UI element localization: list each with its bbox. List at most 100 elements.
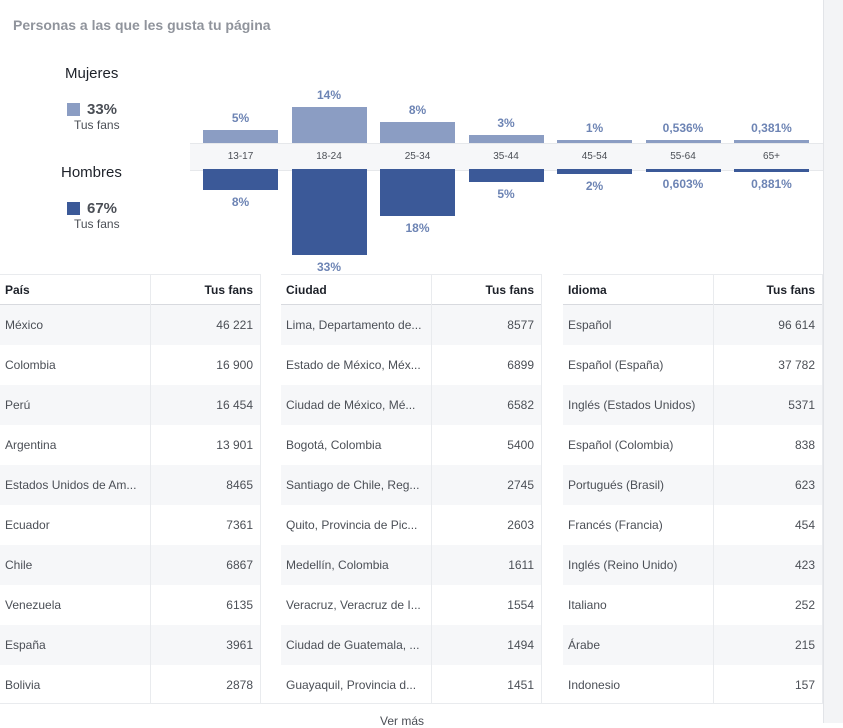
see-more-link[interactable]: Ver más: [380, 714, 425, 728]
fans-column-header[interactable]: Tus fans: [485, 283, 534, 297]
city-name-cell: Veracruz, Veracruz de I...: [286, 598, 421, 612]
women-bar[interactable]: [645, 140, 721, 143]
city-name-cell: Bogotá, Colombia: [286, 438, 382, 452]
country-name-cell: México: [5, 318, 44, 332]
table-row: Venezuela 6135: [0, 585, 261, 625]
men-pct-label: 33%: [316, 259, 342, 274]
men-sub-label: Tus fans: [74, 217, 120, 231]
fans-count-cell: 1451: [507, 678, 534, 692]
fans-count-cell: 1611: [508, 558, 534, 572]
country-name-cell: Ecuador: [5, 518, 50, 532]
women-pct-label: 0,381%: [751, 121, 792, 135]
women-bar[interactable]: [468, 135, 544, 143]
fans-count-cell: 1554: [507, 598, 534, 612]
fans-count-cell: 454: [794, 518, 815, 532]
table-row: Santiago de Chile, Reg... 2745: [281, 465, 542, 505]
men-bar[interactable]: [734, 169, 809, 172]
language-table: Idioma Tus fans Español 96 614 Español (Espa…: [563, 274, 823, 705]
men-pct-label: 2%: [585, 179, 604, 194]
city-name-cell: Ciudad de México, Mé...: [286, 398, 416, 412]
men-bar[interactable]: [203, 169, 278, 190]
age-label: 55-64: [670, 151, 696, 162]
city-name-cell: Santiago de Chile, Reg...: [286, 478, 420, 492]
fans-column-header[interactable]: Tus fans: [766, 283, 815, 297]
fans-column-header[interactable]: Tus fans: [204, 283, 253, 297]
table-row: Francés (Francia) 454: [563, 505, 823, 545]
fans-count-cell: 157: [794, 678, 815, 692]
women-color-swatch: [67, 103, 80, 116]
women-bar[interactable]: [203, 130, 278, 143]
age-label: 65+: [763, 151, 780, 162]
city-name-cell: Ciudad de Guatemala, ...: [286, 638, 420, 652]
fans-count-cell: 5400: [507, 438, 534, 452]
language-name-cell: Inglés (Estados Unidos): [568, 398, 696, 412]
men-pct-label: 18%: [405, 220, 430, 235]
women-bar[interactable]: [380, 122, 455, 143]
city-table: Ciudad Tus fans Lima, Departamento de... 85…: [281, 274, 542, 705]
fans-count-cell: 6867: [226, 558, 253, 572]
city-table-header: Ciudad Tus fans: [281, 274, 542, 305]
women-label: Mujeres: [65, 65, 119, 82]
men-pct-label: 8%: [231, 194, 250, 209]
city-name-cell: Medellín, Colombia: [286, 558, 389, 572]
men-bar[interactable]: [468, 169, 544, 182]
language-name-cell: Portugués (Brasil): [568, 478, 665, 492]
language-name-cell: Árabe: [568, 638, 601, 652]
women-pct-label: 14%: [316, 87, 342, 102]
country-name-cell: Venezuela: [5, 598, 62, 612]
age-label: 35-44: [493, 151, 519, 162]
men-bar[interactable]: [380, 169, 455, 216]
column-divider: [431, 274, 432, 704]
women-bar[interactable]: [734, 140, 809, 143]
women-pct-label: 0,536%: [662, 121, 704, 135]
country-table-header: País Tus fans: [0, 274, 261, 305]
men-bar[interactable]: [291, 169, 367, 255]
country-table: País Tus fans México 46 221 Colombia 16 900 Pe…: [0, 274, 261, 705]
country-column-header[interactable]: País: [5, 283, 30, 297]
table-row: Lima, Departamento de... 8577: [281, 305, 542, 345]
fans-count-cell: 623: [794, 478, 815, 492]
fans-count-cell: 13 901: [216, 438, 253, 452]
fans-count-cell: 6582: [507, 398, 534, 412]
men-bar[interactable]: [557, 169, 632, 175]
women-bar[interactable]: [291, 106, 367, 143]
city-column-header[interactable]: Ciudad: [286, 283, 327, 297]
table-row: Italiano 252: [563, 585, 823, 625]
table-row: México 46 221: [0, 305, 261, 345]
fans-count-cell: 2603: [507, 518, 534, 532]
table-row: Veracruz, Veracruz de I... 1554: [281, 585, 542, 625]
language-name-cell: Indonesio: [568, 678, 621, 692]
fans-count-cell: 8577: [507, 318, 534, 332]
country-name-cell: Estados Unidos de Am...: [5, 478, 137, 492]
men-bar[interactable]: [645, 169, 721, 172]
table-row: Ciudad de Guatemala, ... 1494: [281, 625, 542, 665]
table-row: Quito, Provincia de Pic... 2603: [281, 505, 542, 545]
column-divider: [713, 274, 714, 704]
language-column-header[interactable]: Idioma: [568, 283, 607, 297]
fans-count-cell: 37 782: [778, 358, 815, 372]
women-percentage: 33%: [87, 101, 118, 118]
table-row: Bolivia 2878: [0, 665, 261, 705]
column-divider: [150, 274, 151, 704]
men-label: Hombres: [61, 164, 122, 181]
page-scrollbar-track[interactable]: [823, 0, 843, 723]
men-legend: 67%: [67, 200, 117, 217]
fans-count-cell: 7361: [226, 518, 253, 532]
table-divider: [822, 274, 823, 704]
age-label: 18-24: [316, 151, 342, 162]
fans-count-cell: 1494: [507, 638, 534, 652]
fans-count-cell: 252: [794, 598, 815, 612]
country-name-cell: Argentina: [5, 438, 57, 452]
table-row: Inglés (Reino Unido) 423: [563, 545, 823, 585]
age-label: 13-17: [227, 151, 254, 162]
women-bar[interactable]: [557, 140, 632, 143]
women-pct-label: 5%: [231, 111, 250, 125]
city-name-cell: Lima, Departamento de...: [286, 318, 422, 332]
table-row: Medellín, Colombia 1611: [281, 545, 542, 585]
fans-count-cell: 6135: [226, 598, 253, 612]
table-row: Bogotá, Colombia 5400: [281, 425, 542, 465]
age-label: 25-34: [404, 151, 431, 162]
table-row: Inglés (Estados Unidos) 5371: [563, 385, 823, 425]
city-name-cell: Estado de México, Méx...: [286, 358, 421, 372]
tables-bottom-divider: [0, 703, 823, 704]
